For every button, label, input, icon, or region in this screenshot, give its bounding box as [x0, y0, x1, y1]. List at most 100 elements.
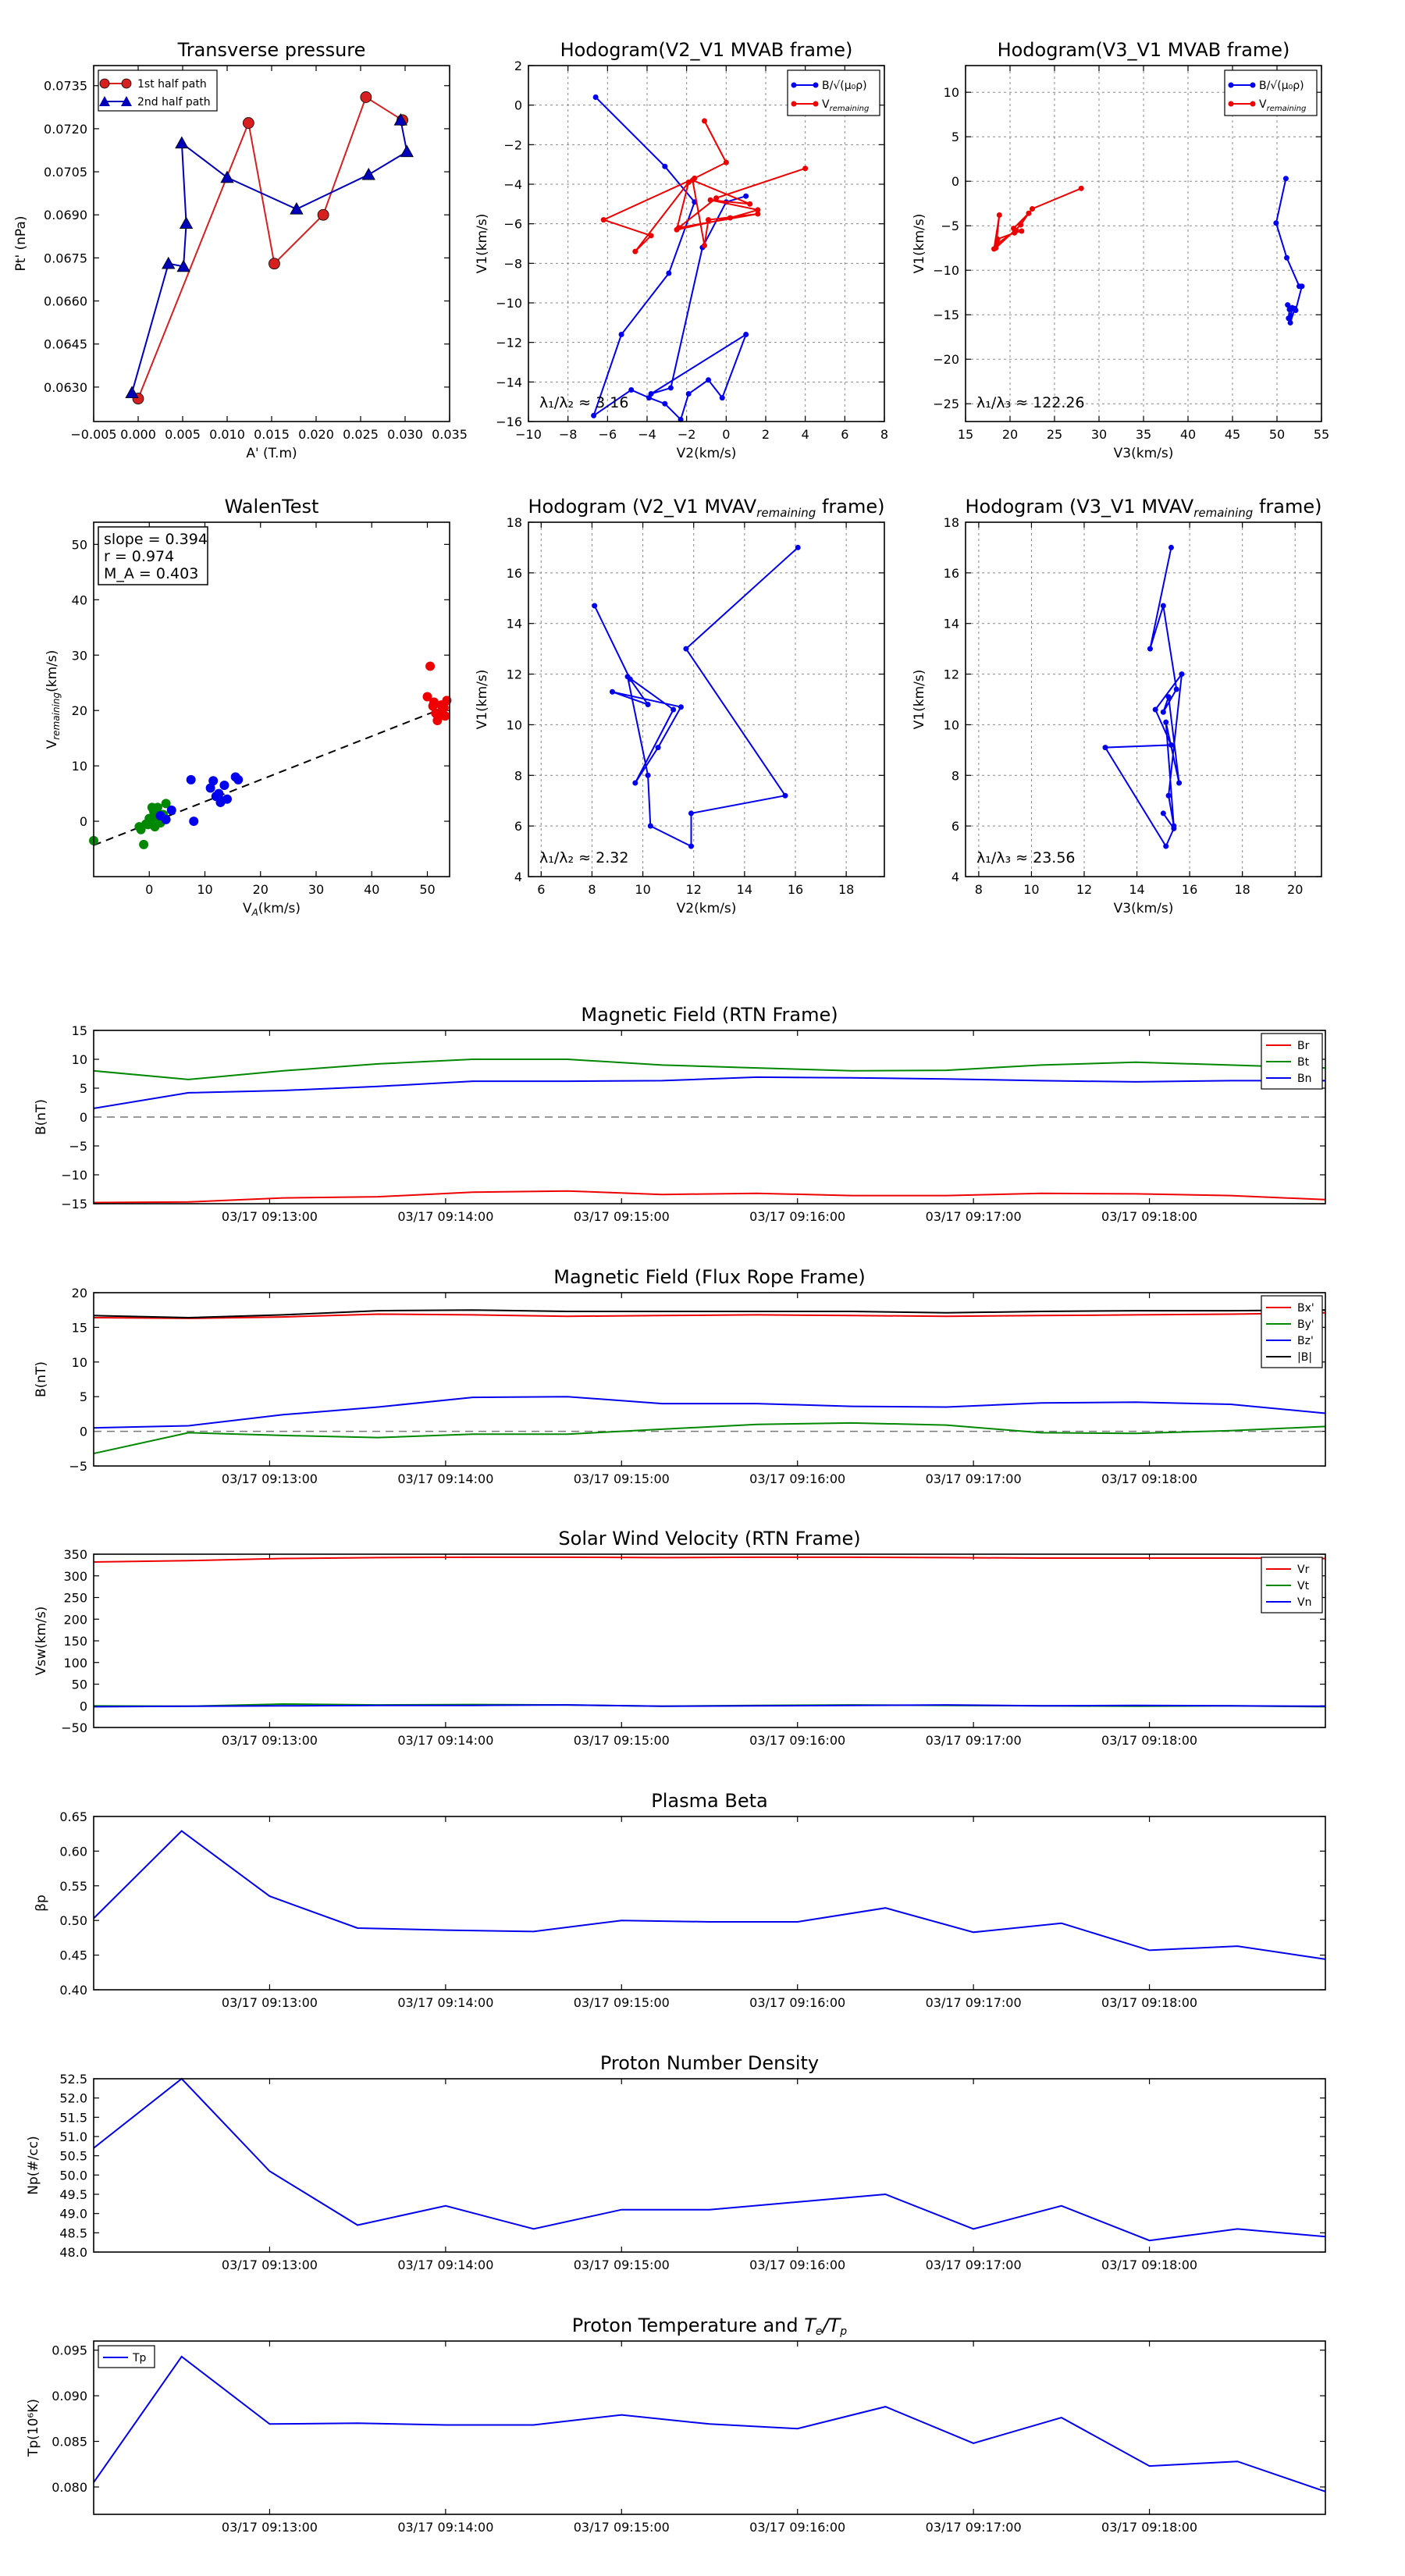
y-tick-label: 16 [944, 566, 959, 581]
x-tick-label: 0.010 [209, 427, 245, 442]
data-point [996, 212, 1002, 219]
y-tick-label: 0 [80, 814, 87, 829]
data-point [685, 391, 692, 397]
data-point [747, 201, 753, 207]
chart-title: Proton Number Density [600, 2052, 819, 2074]
data-point [1026, 210, 1032, 216]
x-tick-label: 12 [686, 882, 702, 897]
y-tick-label: 100 [63, 1656, 87, 1670]
y-tick-label: 15 [72, 1023, 87, 1038]
y-tick-label: 12 [507, 667, 522, 682]
x-tick-label: 03/17 09:17:00 [926, 1995, 1022, 2010]
x-tick-label: 03/17 09:15:00 [574, 2520, 670, 2535]
chart-title: Solar Wind Velocity (RTN Frame) [558, 1528, 860, 1550]
data-point [233, 774, 244, 785]
y-tick-label: −4 [503, 177, 522, 192]
legend-marker [791, 101, 797, 107]
data-point [591, 412, 597, 418]
legend-label: Vn [1297, 1596, 1311, 1609]
data-point [1165, 792, 1172, 799]
legend-marker [99, 96, 110, 106]
series-line-Bz' [93, 1396, 1326, 1429]
axes-frame [965, 65, 1322, 422]
y-tick-label: 0.0705 [44, 165, 87, 180]
x-tick-label: 03/17 09:18:00 [1101, 2520, 1197, 2535]
data-point [220, 170, 234, 183]
y-tick-label: −2 [503, 137, 522, 152]
legend-marker [1250, 101, 1256, 107]
legend-label: By' [1297, 1318, 1314, 1331]
axes-frame [93, 1030, 1326, 1204]
x-tick-label: 12 [1076, 882, 1092, 897]
legend-label: Tp [132, 2352, 147, 2364]
eigen-ratio-label: λ₁/λ₃ ≈ 122.26 [976, 394, 1085, 411]
y-tick-label: 0 [80, 1425, 87, 1439]
series-line-Tp [93, 2355, 1326, 2492]
x-tick-label: 03/17 09:16:00 [749, 2258, 845, 2272]
y-tick-label: −50 [61, 1720, 87, 1735]
y-tick-label: 20 [72, 703, 87, 718]
y-axis-label: V1(km/s) [475, 670, 490, 730]
x-tick-label: 03/17 09:13:00 [222, 1209, 318, 1224]
data-point [361, 167, 375, 180]
y-tick-label: 6 [514, 819, 522, 834]
y-tick-label: 10 [507, 717, 522, 732]
series-line-Bt [93, 1059, 1326, 1080]
axes-frame [528, 521, 885, 877]
x-tick-label: 03/17 09:18:00 [1101, 2258, 1197, 2272]
y-tick-label: 14 [507, 617, 522, 632]
chart-h3: Hodogram (V2_V1 MVAVremaining frame) 6 8 10… [475, 496, 885, 916]
x-tick-label: 03/17 09:17:00 [926, 1471, 1022, 1486]
data-point [425, 661, 436, 671]
x-tick-label: 8 [588, 882, 596, 897]
y-tick-label: 0.50 [59, 1913, 87, 1928]
data-point [208, 776, 219, 786]
data-point [290, 202, 304, 215]
data-point [1163, 843, 1169, 849]
y-tick-label: 5 [951, 130, 959, 144]
x-tick-label: −6 [599, 427, 617, 442]
data-point [219, 780, 229, 790]
data-point [628, 386, 635, 393]
y-tick-label: 8 [951, 768, 959, 783]
data-point [723, 159, 729, 165]
y-tick-label: 0 [951, 174, 959, 189]
y-tick-label: −6 [503, 217, 522, 232]
data-point [269, 258, 280, 270]
y-tick-label: 0.65 [59, 1809, 87, 1824]
data-point [317, 208, 329, 221]
y-tick-label: 0.0690 [44, 208, 87, 222]
x-tick-label: 03/17 09:13:00 [222, 1995, 318, 2010]
x-tick-label: 03/17 09:16:00 [749, 1995, 845, 2010]
x-tick-label: −2 [678, 427, 696, 442]
data-point [701, 243, 707, 249]
data-point [676, 225, 682, 231]
data-point [1284, 254, 1290, 261]
y-tick-label: 0.0645 [44, 337, 87, 352]
data-point [1018, 222, 1024, 228]
series-line [993, 187, 1082, 251]
data-point [161, 814, 171, 824]
x-tick-label: 03/17 09:16:00 [749, 1733, 845, 1748]
data-point [139, 839, 149, 849]
chart-tp: Transverse pressure −0.005 0.000 0.005 0.010… [13, 39, 468, 461]
data-point [993, 245, 999, 251]
y-axis-label: Vsw(km/s) [34, 1606, 49, 1676]
y-tick-label: 18 [944, 515, 959, 530]
y-tick-label: 350 [63, 1547, 87, 1562]
data-point [755, 211, 761, 217]
series-line [131, 119, 408, 393]
data-point [215, 797, 226, 807]
x-tick-label: 35 [1136, 427, 1151, 442]
y-tick-label: 16 [507, 566, 522, 581]
eigen-ratio-label: λ₁/λ₂ ≈ 3.16 [539, 394, 628, 411]
y-tick-label: 150 [63, 1634, 87, 1649]
data-point [1168, 544, 1174, 550]
y-tick-label: −10 [61, 1168, 87, 1183]
data-point [1171, 825, 1177, 831]
chart-beta: Plasma Beta 03/17 09:13:00 03/17 09:14:00 0… [34, 1790, 1326, 2010]
chart-title: Hodogram (V3_V1 MVAVremaining frame) [966, 496, 1322, 520]
axes-frame [528, 65, 885, 422]
data-point [592, 603, 598, 609]
y-tick-label: 200 [63, 1612, 87, 1627]
